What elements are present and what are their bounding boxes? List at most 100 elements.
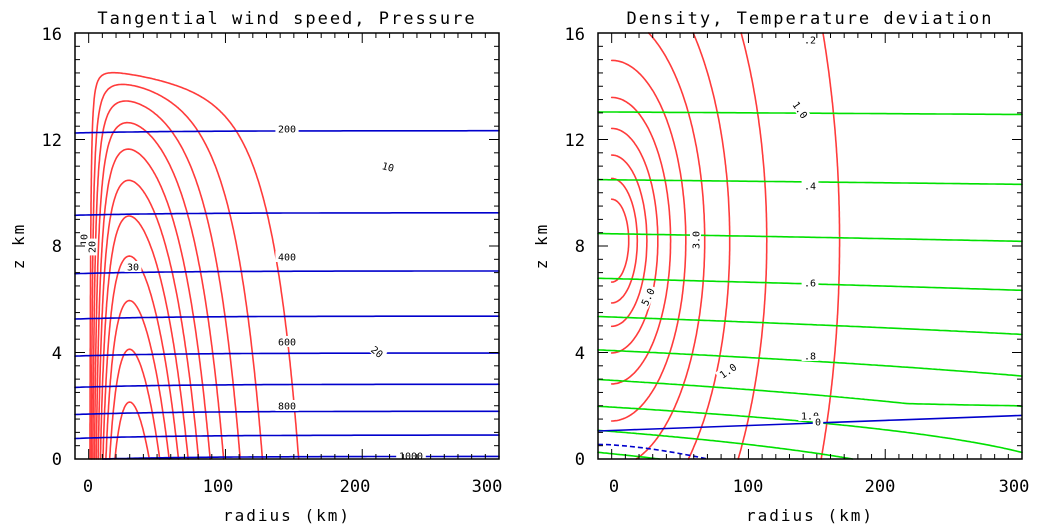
temp-label-0.8-background <box>801 350 819 361</box>
right-ytick-4: 4 <box>575 344 585 364</box>
right-xtick-100: 100 <box>733 477 764 497</box>
pressure-label-200-background <box>275 123 299 134</box>
pressure-label-1000: 1000 <box>399 452 423 463</box>
right-xtick-300: 300 <box>999 477 1030 497</box>
density-label-3.0: 3.0 <box>692 231 703 249</box>
zero-label: 0 <box>815 418 821 429</box>
density-contour-level-8 <box>610 177 639 304</box>
pressure-contours <box>74 129 500 460</box>
wind-label-30-background <box>124 261 142 272</box>
temp-label-0.6-background <box>801 277 819 288</box>
temperature-deviation-contour-level-2 <box>597 405 1023 454</box>
temp-label-0.6: .6 <box>804 279 816 290</box>
pressure-label-600: 600 <box>278 338 296 349</box>
wind-label-30: 30 <box>127 263 139 274</box>
right-ytick-16: 16 <box>565 25 585 45</box>
left-xtick-200: 200 <box>340 477 371 497</box>
left-xtick-100: 100 <box>203 477 234 497</box>
density-label-1.0-lower-background <box>715 359 741 382</box>
density-contour-level-0 <box>820 32 841 460</box>
wind-label-20-inner: 20 <box>88 241 99 253</box>
temp-label-0.2: .2 <box>804 36 816 47</box>
wind-label-10-inner: 10 <box>80 234 91 246</box>
right-x-axis-label: radius (km) <box>746 506 874 525</box>
zero-label-background <box>812 416 824 427</box>
pressure-contour-level-3 <box>74 383 500 389</box>
right-y-axis-label: z km <box>532 223 551 270</box>
density-label-5.0-background <box>637 283 658 310</box>
negative-deviation-dashed-line <box>597 443 708 460</box>
wind-label-10-outer-background <box>378 159 398 175</box>
density-contours <box>610 32 841 460</box>
left-ytick-0: 0 <box>52 450 62 470</box>
temperature-deviation-contour-level-0 <box>597 451 661 460</box>
temp-label-0.4-background <box>801 180 819 191</box>
right-xtick-0: 0 <box>609 477 619 497</box>
wind-speed-contour-level-8 <box>105 299 170 460</box>
wind-label-20-outer-background <box>367 342 388 362</box>
left-ytick-4: 4 <box>52 344 62 364</box>
wind-speed-contour-level-5 <box>97 179 200 460</box>
temp-label-1.0-background <box>798 410 822 421</box>
density-contour-level-9 <box>610 198 630 283</box>
pressure-label-1000-background <box>396 450 426 461</box>
pressure-label-200: 200 <box>278 125 296 136</box>
density-contour-level-5 <box>610 96 672 385</box>
density-contour-level-7 <box>610 154 648 328</box>
left-xtick-0: 0 <box>83 477 93 497</box>
wind-label-20-inner-background <box>86 238 97 256</box>
wind-label-10-outer: 10 <box>380 161 394 175</box>
left-plot-frame <box>74 32 500 460</box>
left-panel-title: Tangential wind speed, Pressure <box>97 9 476 29</box>
temperature-deviation-contour-level-5 <box>597 315 1023 336</box>
right-ytick-0: 0 <box>575 450 585 470</box>
wind-speed-contour-level-4 <box>95 148 211 460</box>
pressure-contour-level-2 <box>74 410 500 416</box>
pressure-contour-level-5 <box>74 315 500 320</box>
temp-label-0.8: .8 <box>804 352 816 363</box>
pressure-label-400: 400 <box>278 253 296 264</box>
left-ytick-12: 12 <box>42 131 62 151</box>
density-label-1.0-upper-background <box>789 97 812 123</box>
right-panel-title: Density, Temperature deviation <box>626 9 993 29</box>
right-panel: Density, Temperature deviation .2 .4 .6 .8 1… <box>532 9 1029 525</box>
temperature-deviation-contour-level-7 <box>597 232 1023 243</box>
right-ytick-8: 8 <box>575 237 585 257</box>
density-contour-level-2 <box>687 32 731 460</box>
pressure-contour-level-7 <box>74 212 500 217</box>
pressure-label-600-background <box>275 336 299 347</box>
wind-speed-contours <box>89 71 300 460</box>
density-label-3.0-background <box>690 228 701 252</box>
left-y-axis-label: z km <box>9 223 28 270</box>
pressure-contour-level-8 <box>74 129 500 134</box>
wind-speed-contour-level-10 <box>114 401 151 460</box>
temp-label-0.4: .4 <box>804 182 816 193</box>
density-contour-level-6 <box>610 127 659 354</box>
pressure-contour-level-6 <box>74 270 500 275</box>
temperature-deviation-contour-level-1 <box>597 429 854 460</box>
left-ticks <box>75 32 500 460</box>
pressure-contour-level-4 <box>74 352 500 357</box>
temp-label-0.2-background <box>801 34 819 45</box>
temperature-deviation-contour-level-3 <box>597 378 1023 408</box>
pressure-label-400-background <box>275 251 299 262</box>
right-xtick-200: 200 <box>865 477 896 497</box>
wind-speed-contour-level-1 <box>90 83 264 460</box>
temperature-deviation-contour-level-9 <box>597 111 1023 116</box>
temperature-deviation-contour-level-6 <box>597 277 1023 292</box>
zero-deviation-contours <box>597 414 1023 460</box>
density-contour-level-1 <box>737 32 768 460</box>
zero-deviation-line <box>597 414 1023 432</box>
wind-speed-contour-level-7 <box>102 255 180 460</box>
left-x-axis-label: radius (km) <box>223 506 351 525</box>
left-panel: Tangential wind speed, Pressure 10203010… <box>9 9 502 525</box>
density-contour-level-4 <box>610 59 687 422</box>
wind-speed-contour-level-6 <box>99 215 189 460</box>
temp-label-1.0: 1.0 <box>801 412 819 423</box>
right-ticks <box>598 32 1023 460</box>
pressure-label-800-background <box>275 400 299 411</box>
left-ytick-16: 16 <box>42 25 62 45</box>
pressure-contour-level-1 <box>74 434 500 440</box>
